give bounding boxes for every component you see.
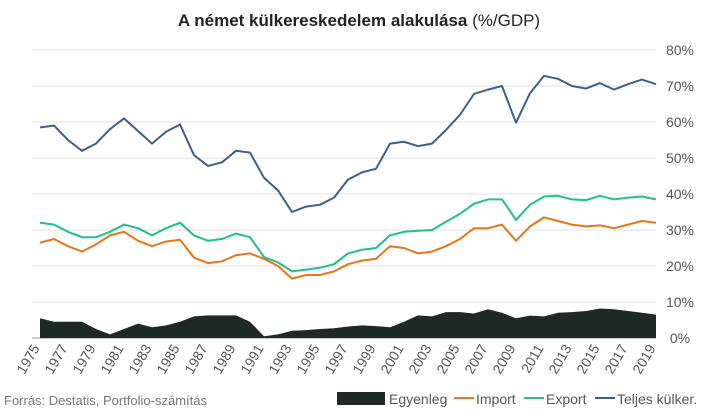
y-tick-label: 40% (666, 186, 694, 202)
line-layer (39, 74, 657, 280)
chart-title-unit: (%/GDP) (467, 11, 540, 30)
x-tick-label: 1981 (97, 341, 127, 376)
x-tick-label: 2009 (489, 341, 519, 376)
source-note: Forrás: Destatis, Portfolio-számítás (4, 393, 207, 408)
legend: Egyenleg Import Export Teljes külker. (337, 391, 697, 407)
x-tick-label: 1999 (349, 341, 379, 376)
y-tick-label: 10% (666, 294, 694, 310)
legend-item: Teljes külker. (595, 391, 697, 407)
y-tick-label: 80% (666, 42, 694, 58)
balance-area (40, 308, 656, 338)
balance-area-layer (40, 308, 656, 338)
x-tick-label: 2005 (433, 341, 463, 376)
x-tick-label: 1997 (321, 341, 351, 376)
y-tick-label: 20% (666, 258, 694, 274)
x-tick-label: 1991 (237, 341, 267, 376)
y-tick-label: 0% (670, 330, 690, 346)
y-axis: 0% 10% 20% 30% 40% 50% 60% 70% 80% (666, 42, 694, 346)
y-tick-label: 30% (666, 222, 694, 238)
x-tick-label: 2007 (461, 341, 491, 376)
x-tick-label: 2019 (629, 341, 659, 376)
y-tick-label: 60% (666, 114, 694, 130)
gridlines (32, 49, 656, 339)
chart-title: A német külkereskedelem alakulása (%/GDP… (178, 11, 540, 30)
series-line-export (39, 194, 657, 273)
legend-item: Egyenleg (337, 391, 447, 407)
x-tick-label: 1977 (41, 341, 71, 376)
x-tick-label: 2003 (405, 341, 435, 376)
x-tick-label: 2001 (377, 341, 407, 376)
x-tick-label: 2011 (518, 341, 547, 375)
x-tick-label: 1987 (181, 341, 211, 376)
x-axis: 1975197719791981198319851987198919911993… (13, 341, 659, 376)
x-tick-label: 1985 (153, 341, 183, 376)
series-line-teljes-k-lker (39, 74, 657, 213)
x-tick-label: 1993 (265, 341, 295, 376)
legend-label: Export (546, 391, 587, 407)
y-tick-label: 50% (666, 150, 694, 166)
x-tick-label: 1989 (209, 341, 239, 376)
legend-item: Export (524, 391, 587, 407)
legend-label: Import (476, 391, 516, 407)
legend-swatch (337, 392, 385, 405)
x-tick-label: 1983 (125, 341, 155, 376)
chart-title-main: A német külkereskedelem alakulása (178, 11, 468, 30)
legend-label: Egyenleg (389, 391, 447, 407)
x-tick-label: 1995 (293, 341, 323, 376)
legend-label: Teljes külker. (617, 391, 697, 407)
x-tick-label: 2015 (573, 341, 603, 376)
legend-item: Import (454, 391, 516, 407)
series-line-import (39, 216, 657, 280)
x-tick-label: 1975 (13, 341, 43, 376)
y-tick-label: 70% (666, 78, 694, 94)
x-tick-label: 1979 (69, 341, 99, 376)
x-tick-label: 2013 (545, 341, 575, 376)
x-tick-label: 2017 (601, 341, 631, 376)
